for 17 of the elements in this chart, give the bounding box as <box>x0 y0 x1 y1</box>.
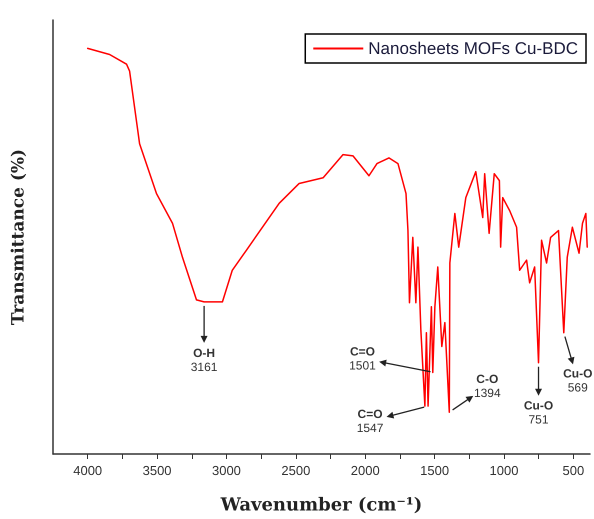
annotation: C-O 1394 <box>474 372 501 400</box>
y-axis-title: Transmittance (%) <box>8 148 28 326</box>
x-tick-label: 1000 <box>490 463 518 478</box>
x-tick-label: 4000 <box>73 463 102 478</box>
annotation: Cu-O 569 <box>563 366 592 395</box>
x-axis-title: Wavenumber (cm⁻¹) <box>220 494 422 516</box>
x-tick-label: 2000 <box>350 463 380 478</box>
annotation: C=O 1547 <box>356 407 384 436</box>
x-tick-label: 3000 <box>212 463 241 478</box>
x-tick-label: 500 <box>562 463 584 478</box>
x-tick-label: 2500 <box>281 463 310 478</box>
x-tick-label: 3500 <box>142 463 172 478</box>
annotation: O-H 3161 <box>190 346 218 374</box>
annotation: Cu-O 751 <box>524 398 554 427</box>
annotation: C=O 1501 <box>349 344 376 372</box>
legend-label: Nanosheets MOFs Cu-BDC <box>368 39 578 58</box>
x-tick-label: 1500 <box>420 463 450 478</box>
